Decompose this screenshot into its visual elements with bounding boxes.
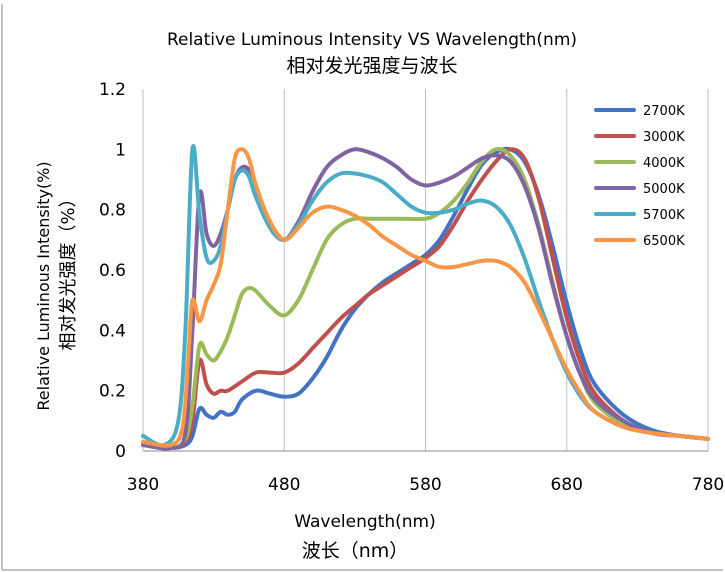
series-line-3000K	[141, 147, 710, 451]
x-axis-label: Wavelength(nm)	[294, 512, 435, 532]
y-tick-label: 0.4	[99, 321, 126, 341]
legend-label: 6500K	[643, 234, 685, 249]
x-tick-label: 780	[692, 475, 724, 495]
y-tick-label: 0.2	[99, 382, 126, 402]
legend-label: 5000K	[643, 182, 685, 197]
y-tick-label: 0	[115, 442, 126, 462]
x-tick-label: 480	[268, 475, 300, 495]
gridlines	[142, 89, 709, 451]
data-series	[141, 144, 710, 451]
x-tick-label: 580	[409, 475, 441, 495]
x-tick-label: 680	[551, 475, 583, 495]
axis-ticks: 380 480 580 680 780 0 0.2 0.4 0.6 0.8 1 1.2	[99, 80, 724, 495]
legend-label: 3000K	[643, 130, 685, 145]
chart-title: Relative Luminous Intensity VS Wavelengt…	[167, 30, 577, 50]
y-tick-label: 1	[115, 140, 126, 160]
legend: 2700K 3000K 4000K 5000K 5700K 6500K	[594, 104, 685, 249]
y-tick-label: 1.2	[99, 80, 126, 100]
x-tick-label: 380	[127, 475, 159, 495]
y-axis-label-cn: 相对发光强度（%）	[58, 189, 79, 350]
legend-label: 4000K	[643, 156, 685, 171]
series-line-5000K	[141, 147, 710, 451]
y-axis-label: Relative Luminous Intensity(%)	[34, 161, 53, 410]
series-line-6500K	[141, 147, 710, 448]
legend-label: 2700K	[643, 104, 685, 119]
chart-subtitle: 相对发光强度与波长	[286, 55, 457, 77]
y-tick-label: 0.6	[99, 261, 126, 281]
y-tick-label: 0.8	[99, 201, 126, 221]
legend-label: 5700K	[643, 208, 685, 223]
x-axis-label-cn: 波长（nm）	[302, 540, 409, 562]
